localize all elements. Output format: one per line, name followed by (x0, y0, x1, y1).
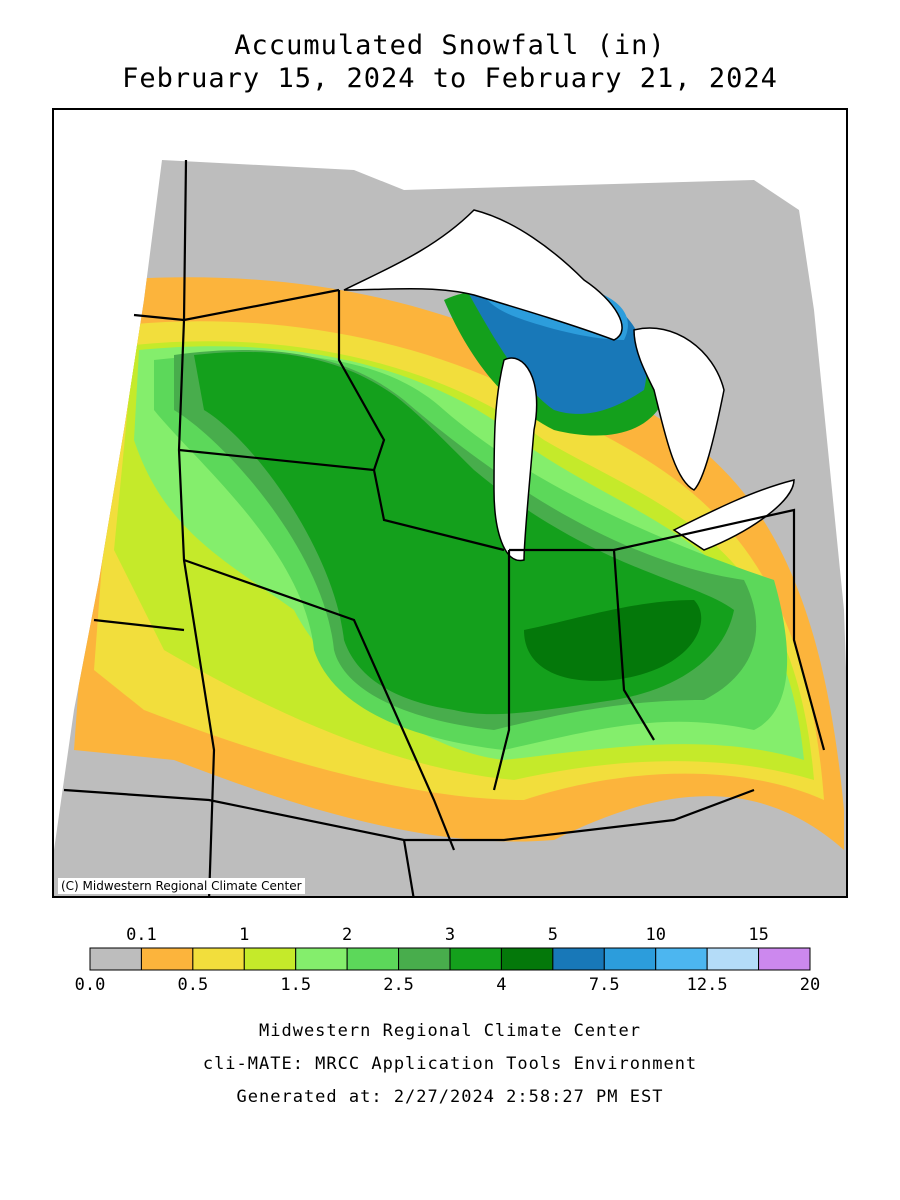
legend-lower-label: 7.5 (589, 975, 620, 995)
border-wi-mn (337, 290, 386, 471)
snowfall-map: (C) Midwestern Regional Climate Center (52, 108, 848, 898)
state-borders (63, 159, 826, 896)
great-lakes (343, 209, 795, 562)
legend-swatch (758, 947, 811, 971)
legend-upper-label: 0.1 (126, 925, 157, 945)
map-title: Accumulated Snowfall (in) (234, 30, 666, 61)
border-south (63, 788, 755, 842)
legend-swatch (398, 947, 451, 971)
legend-swatch (655, 947, 708, 971)
color-legend: 0.1 1 2 3 5 10 15 0.0 0.5 1.5 2.5 4 7.5 12.5 20 (75, 925, 821, 995)
legend-upper-label: 15 (748, 925, 768, 945)
border-in-oh (509, 548, 655, 741)
legend-swatch (192, 947, 245, 971)
legend-swatch (89, 947, 142, 971)
legend-swatch (500, 947, 554, 971)
legend-upper-label: 3 (445, 925, 455, 945)
border-ia-il (183, 558, 456, 851)
legend-lower-label: 1.5 (280, 975, 311, 995)
map-canvas (54, 159, 846, 896)
legend-swatch (706, 947, 760, 971)
legend-lower-label: 0.0 (75, 975, 106, 995)
copyright-notice: (C) Midwestern Regional Climate Center (58, 878, 305, 894)
footer-org: Midwestern Regional Climate Center (259, 1021, 641, 1041)
legend-swatch (552, 947, 605, 971)
border-oh-pa (613, 508, 826, 751)
legend-upper-label: 5 (548, 925, 558, 945)
border-ne-ks (93, 618, 185, 632)
legend-swatch (295, 947, 348, 971)
legend-swatch (243, 947, 297, 971)
legend-swatch (449, 947, 502, 971)
lake-superior (343, 209, 623, 341)
lake-erie (672, 479, 795, 551)
footer-tool: cli-MATE: MRCC Application Tools Environ… (202, 1054, 698, 1074)
border-mo-ky (402, 839, 415, 896)
legend-lower-label: 12.5 (687, 975, 728, 995)
legend-upper-label: 10 (645, 925, 665, 945)
legend-lower-label: 0.5 (177, 975, 208, 995)
border-nd-mn (133, 288, 340, 322)
lake-michigan (493, 357, 538, 562)
legend-lower-label: 4 (496, 975, 506, 995)
legend-swatch (140, 947, 194, 971)
band-4-5 (524, 600, 702, 681)
legend-upper-label: 1 (239, 925, 249, 945)
legend-lower-label: 2.5 (383, 975, 414, 995)
legend-swatch (346, 947, 400, 971)
legend-lower-label: 20 (800, 975, 820, 995)
footer-generated: Generated at: 2/27/2024 2:58:27 PM EST (236, 1087, 664, 1107)
legend-swatch (603, 947, 657, 971)
map-date-range: February 15, 2024 to February 21, 2024 (122, 63, 778, 94)
legend-upper-label: 2 (342, 925, 352, 945)
lake-huron (633, 327, 725, 491)
border-west (177, 159, 216, 896)
border-mn-ia (178, 448, 505, 552)
border-il-in (492, 550, 511, 791)
